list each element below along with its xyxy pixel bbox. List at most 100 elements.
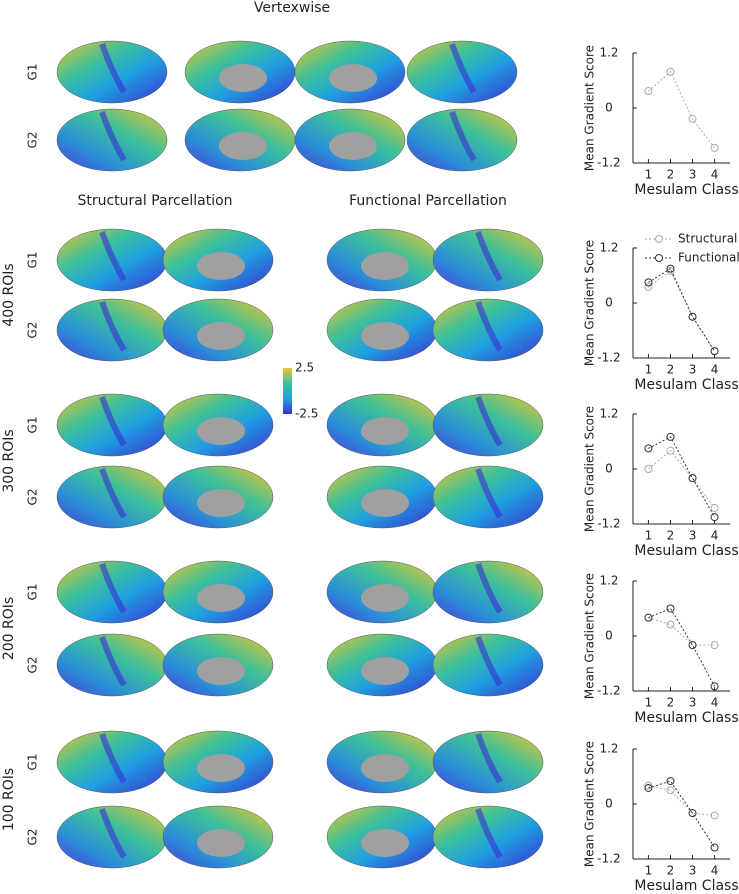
brain-midline <box>329 64 377 92</box>
series-line <box>648 785 715 816</box>
brain-midline <box>197 657 245 685</box>
panel-title: Functional Parcellation <box>349 193 507 209</box>
data-point <box>688 115 697 123</box>
brain-midline <box>197 584 245 612</box>
data-point <box>666 446 675 455</box>
series-line <box>648 267 715 352</box>
x-tick-label: 1 <box>645 696 653 710</box>
data-point <box>666 67 675 76</box>
y-tick-label: 1.2 <box>599 742 618 756</box>
data-point <box>644 278 653 287</box>
x-tick-label: 2 <box>667 696 675 710</box>
brain-midline <box>361 252 409 280</box>
x-tick-label: 2 <box>667 864 675 878</box>
data-point <box>666 786 675 795</box>
y-tick-label: 1.2 <box>599 241 618 255</box>
brain-sulcus <box>475 395 503 447</box>
brain-sulcus <box>449 42 477 94</box>
y-tick-label: 1.2 <box>599 574 618 588</box>
x-tick-label: 3 <box>689 529 697 543</box>
y-tick-label: 0 <box>605 101 613 115</box>
gradient-label: G1 <box>26 64 40 81</box>
brain-midline <box>197 322 245 350</box>
colorbar <box>283 368 292 414</box>
brain-sulcus <box>99 635 127 687</box>
row-label: 100 ROIs <box>1 768 17 831</box>
series-line <box>648 436 716 518</box>
brain-sulcus <box>449 110 477 162</box>
series-line <box>648 270 715 352</box>
x-tick-label: 3 <box>689 864 697 878</box>
x-tick-label: 3 <box>689 168 697 182</box>
brain-sulcus <box>99 467 127 519</box>
series-line <box>648 780 715 848</box>
series-line <box>648 70 715 149</box>
gradient-label: G2 <box>26 829 40 846</box>
gradient-label: G1 <box>26 417 40 434</box>
brain-midline <box>361 322 409 350</box>
y-tick-label: -1.2 <box>597 684 620 698</box>
brain-sulcus <box>99 300 127 352</box>
brain-sulcus <box>99 230 127 282</box>
gradient-label: G1 <box>26 252 40 269</box>
y-tick-label: -1.2 <box>597 156 620 170</box>
brain-sulcus <box>475 467 503 519</box>
x-axis-label: Mesulam Class <box>634 543 738 559</box>
y-tick-label: 0 <box>605 296 613 310</box>
brain-sulcus <box>99 42 127 94</box>
y-tick-label: -1.2 <box>597 351 620 365</box>
y-axis-label: Mean Gradient Score <box>583 45 597 171</box>
brain-sulcus <box>475 562 503 614</box>
x-tick-label: 1 <box>645 363 653 377</box>
brain-midline <box>361 417 409 445</box>
brain-sulcus <box>99 110 127 162</box>
x-tick-label: 4 <box>711 363 719 377</box>
row-label: 400 ROIs <box>1 263 17 326</box>
x-tick-label: 2 <box>667 363 675 377</box>
y-tick-label: 1.2 <box>599 46 618 60</box>
brain-midline <box>219 132 267 160</box>
data-point <box>710 143 719 152</box>
brain-midline <box>361 754 409 782</box>
y-axis-label: Mean Gradient Score <box>583 406 597 532</box>
data-point <box>644 87 653 96</box>
data-point <box>688 474 697 483</box>
legend-label: Structural <box>678 232 737 246</box>
x-tick-label: 4 <box>711 529 719 543</box>
data-point <box>688 312 697 321</box>
data-point <box>666 777 675 786</box>
data-point <box>644 613 653 622</box>
brain-midline <box>197 417 245 445</box>
brain-sulcus <box>475 300 503 352</box>
data-point <box>710 682 719 691</box>
data-point <box>644 282 653 291</box>
x-tick-label: 3 <box>689 696 697 710</box>
legend-marker <box>655 254 663 262</box>
gradient-label: G2 <box>26 132 40 149</box>
gradient-label: G1 <box>26 754 40 771</box>
data-point <box>710 811 719 820</box>
gradient-label: G2 <box>26 322 40 339</box>
brain-sulcus <box>99 807 127 859</box>
data-point <box>710 503 719 512</box>
series-line <box>648 607 716 687</box>
gradient-label: G2 <box>26 489 40 506</box>
colorbar-tick-label: -2.5 <box>295 407 318 421</box>
data-point <box>644 444 653 453</box>
x-tick-label: 3 <box>689 363 697 377</box>
brain-sulcus <box>99 732 127 784</box>
x-axis-label: Mesulam Class <box>634 878 738 894</box>
data-point <box>710 513 719 522</box>
data-point <box>644 783 653 792</box>
data-point <box>710 347 719 356</box>
brain-sulcus <box>475 230 503 282</box>
brain-sulcus <box>475 635 503 687</box>
brain-midline <box>361 584 409 612</box>
gradient-label: G1 <box>26 584 40 601</box>
brain-midline <box>361 489 409 517</box>
y-tick-label: 0 <box>605 462 613 476</box>
data-point <box>666 620 675 629</box>
data-point <box>688 809 697 818</box>
brain-midline <box>197 754 245 782</box>
